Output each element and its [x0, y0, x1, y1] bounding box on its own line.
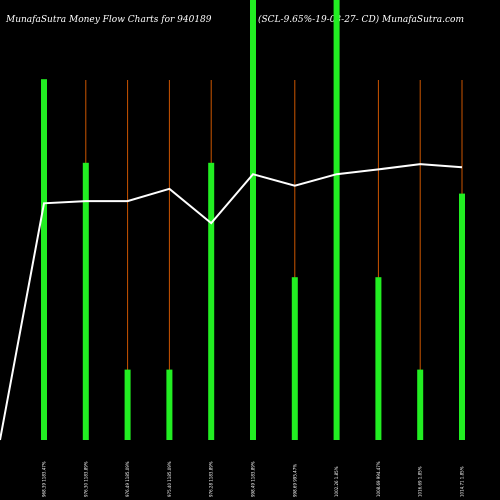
x-tick-label: 968.39 1183.47%	[42, 461, 47, 497]
money-flow-bar	[41, 79, 47, 440]
x-tick-label: 1014.71 1.85%	[460, 466, 465, 497]
chart-title-right: (SCL-9.65%-19-03-27- CD) MunafaSutra.com	[258, 14, 464, 25]
bar-group	[41, 0, 465, 441]
x-tick-label: 998.49 1183.89%	[251, 461, 256, 497]
tick-label-group: 968.39 1183.47% 976.30 1183.89% 976.49 118…	[42, 461, 465, 497]
money-flow-bar	[82, 162, 89, 441]
money-flow-bar	[124, 369, 131, 440]
price-line	[0, 163, 463, 441]
x-tick-label: 975.40 1185.09%	[167, 461, 172, 497]
x-tick-label: 976.49 1185.09%	[125, 461, 130, 497]
x-tick-label: 976.28 1183.89%	[209, 461, 214, 497]
chart-title-left: MunafaSutra Money Flow Charts for 940189	[5, 15, 212, 25]
money-flow-bar	[291, 277, 298, 440]
x-tick-label: 1002.26 1.85%	[334, 466, 339, 497]
money-flow-bar	[166, 369, 173, 440]
money-flow-bar	[208, 162, 215, 441]
money-flow-bar	[417, 369, 424, 440]
money-flow-bar	[459, 193, 465, 440]
line-group	[0, 163, 463, 441]
money-flow-bar	[250, 0, 256, 440]
x-tick-label: 998.69 995.47%	[292, 464, 297, 497]
money-flow-bar	[375, 277, 382, 440]
x-tick-label: 976.30 1183.89%	[83, 461, 88, 497]
x-tick-label: 1008.69 994.47%	[376, 461, 381, 497]
money-flow-bar	[333, 0, 340, 440]
x-tick-label: 1016.69 1.85%	[418, 466, 423, 497]
